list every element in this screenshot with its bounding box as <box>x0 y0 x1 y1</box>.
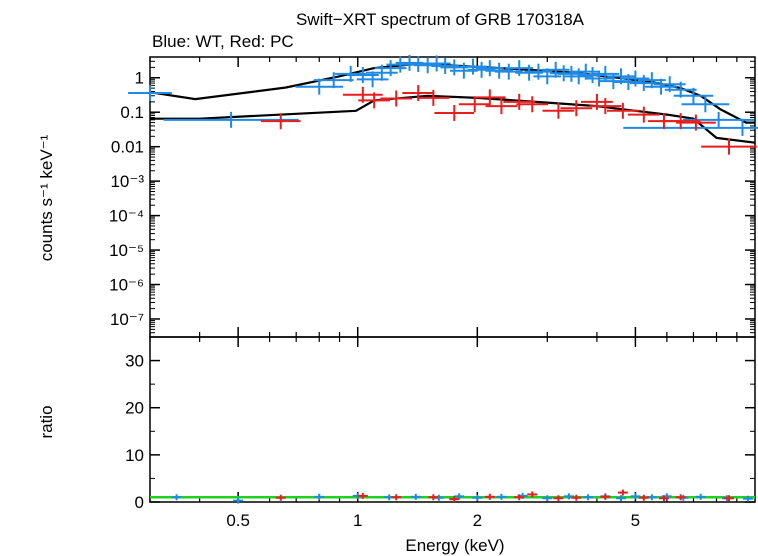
spectrum-y-tick-label: 0.1 <box>120 103 144 122</box>
chart-subtitle: Blue: WT, Red: PC <box>152 32 294 51</box>
x-tick-label: 0.5 <box>226 511 250 530</box>
spectrum-panel: 1 0.1 0.01 10⁻³ 10⁻⁴ 10⁻⁵ 10⁻⁶ 10⁻⁷ <box>109 54 758 338</box>
ratio-plot-frame <box>149 336 756 503</box>
y-axis-label-counts: counts s⁻¹ keV⁻¹ <box>37 134 56 261</box>
spectrum-y-tick-label: 10⁻³ <box>110 172 144 191</box>
spectrum-y-tick-label: 10⁻⁷ <box>110 310 144 329</box>
x-tick-label: 5 <box>631 511 640 530</box>
ratio-y-tick-label: 30 <box>125 352 144 371</box>
spectrum-y-tick-label: 10⁻⁵ <box>109 241 144 260</box>
x-axis-label: Energy (keV) <box>405 536 504 555</box>
ratio-panel: 0.5 1 2 5 0 10 20 30 <box>125 336 756 530</box>
ratio-y-tick-label: 20 <box>125 399 144 418</box>
chart-title: Swift−XRT spectrum of GRB 170318A <box>296 10 585 29</box>
x-tick-label: 2 <box>473 511 482 530</box>
spectrum-y-tick-label: 10⁻⁶ <box>109 276 144 295</box>
spectrum-y-tick-label: 0.01 <box>111 138 144 157</box>
model-curve-pc <box>150 94 756 144</box>
spectrum-y-tick-label: 10⁻⁴ <box>109 207 144 226</box>
y-axis-label-ratio: ratio <box>37 405 56 438</box>
x-tick-label: 1 <box>353 511 362 530</box>
ratio-y-tick-label: 10 <box>125 446 144 465</box>
spectrum-y-tick-label: 1 <box>135 69 144 88</box>
ratio-y-tick-label: 0 <box>135 493 144 512</box>
